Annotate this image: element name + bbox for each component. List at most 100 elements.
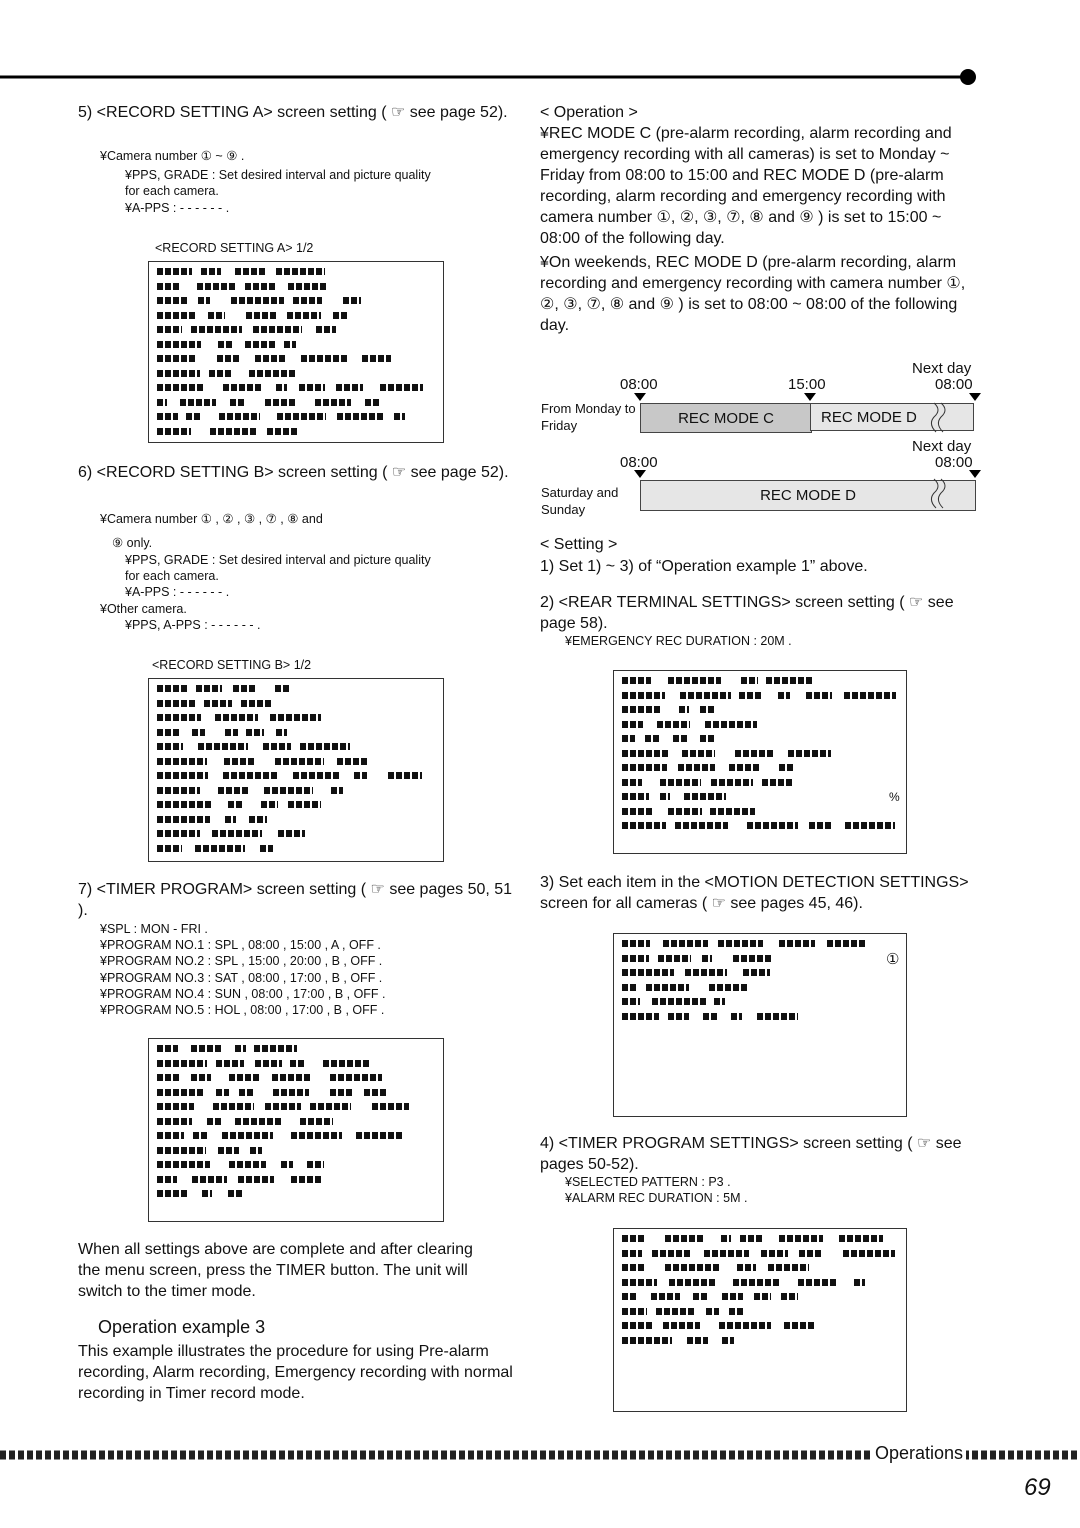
screen-glyphs — [747, 822, 798, 829]
screen-glyphs — [678, 764, 715, 771]
screen-glyphs — [622, 940, 650, 947]
screen-glyphs — [622, 706, 662, 713]
screen-glyphs — [217, 355, 241, 362]
screen-glyphs — [265, 398, 295, 406]
mode-bar: REC MODE D — [810, 403, 974, 431]
screen — [613, 1228, 907, 1412]
screen-glyphs — [301, 355, 348, 362]
time: 08:00 — [620, 376, 658, 393]
screen-glyphs — [228, 1190, 242, 1197]
section-heading: Operation example 3 — [98, 1317, 266, 1337]
screen-glyphs — [657, 720, 690, 728]
screen-glyphs — [157, 714, 201, 721]
screen — [613, 933, 907, 1117]
screen-glyphs — [157, 1146, 206, 1154]
screen-glyphs — [845, 822, 895, 829]
screen-glyphs — [157, 1161, 210, 1168]
screen-glyphs — [663, 940, 708, 947]
screen-glyphs — [781, 1293, 798, 1300]
screen-glyphs — [157, 757, 207, 765]
screen-glyphs — [157, 268, 192, 275]
screen-glyphs — [255, 1059, 282, 1067]
paragraph: ¥On weekends, REC MODE D (pre-alarm reco… — [540, 254, 966, 334]
paragraph: When all settings above are complete and… — [78, 1241, 473, 1300]
screen-glyphs — [293, 297, 322, 304]
screen-glyphs — [704, 1249, 749, 1257]
line: ¥Other camera. — [100, 602, 187, 616]
screen-glyphs — [622, 969, 674, 976]
screen-glyphs — [687, 1336, 708, 1344]
line: ⑨ only. — [112, 536, 153, 550]
screen-glyphs — [276, 268, 325, 275]
screen-glyphs — [336, 384, 363, 391]
screen-glyphs — [622, 1012, 659, 1020]
screen-glyphs — [380, 384, 423, 391]
screen-glyphs — [779, 764, 793, 771]
screen-glyphs — [186, 413, 202, 420]
screen-glyphs — [291, 1175, 323, 1183]
screen-glyphs — [761, 1249, 788, 1257]
screen-glyphs — [223, 772, 277, 779]
screen-glyphs — [844, 691, 896, 699]
screen-glyphs — [703, 1012, 717, 1020]
screen-glyphs — [656, 1307, 696, 1315]
screen-glyphs — [223, 384, 261, 391]
screen-glyphs — [157, 1088, 203, 1096]
step-title: 3) Set each item in the <MOTION DETECTIO… — [540, 874, 969, 912]
screen-glyphs — [740, 1235, 764, 1242]
paragraph: This example illustrates the procedure f… — [78, 1343, 513, 1402]
line: ¥PROGRAM NO.5 : HOL , 08:00 , 17:00 , B … — [100, 1003, 385, 1017]
screen-glyphs — [622, 1264, 646, 1271]
screen-glyphs — [680, 691, 731, 699]
screen-glyphs — [645, 735, 661, 742]
screen-glyphs — [157, 1059, 207, 1067]
screen-glyphs — [180, 398, 216, 406]
screen-glyphs — [711, 778, 753, 786]
screen-glyphs — [209, 369, 231, 377]
screen-glyphs — [157, 282, 179, 290]
screen-glyphs — [300, 1117, 333, 1125]
line: ¥EMERGENCY REC DURATION : 20M . — [565, 634, 792, 648]
screen-glyphs — [254, 1045, 297, 1052]
screen-glyphs — [245, 282, 277, 290]
screen-glyphs — [622, 1322, 654, 1329]
screen-glyphs — [241, 699, 272, 707]
screen-glyphs — [273, 1088, 309, 1096]
line: ¥PROGRAM NO.3 : SAT , 08:00 , 17:00 , B … — [100, 971, 383, 985]
screen-glyphs — [323, 1059, 371, 1067]
next-day: Next day — [912, 438, 972, 455]
screen-glyphs — [204, 699, 232, 707]
screen-glyphs — [228, 801, 244, 808]
screen-glyphs — [668, 677, 721, 684]
screen-glyphs — [362, 355, 391, 362]
screen-glyphs — [394, 413, 405, 420]
screen-glyphs — [668, 1012, 689, 1020]
screen-glyphs — [827, 940, 865, 947]
screen-glyphs — [706, 1307, 719, 1315]
screen-glyphs — [337, 413, 384, 420]
screen-glyphs — [741, 677, 758, 684]
screen-glyphs — [157, 427, 191, 435]
screen-glyphs — [157, 1074, 179, 1081]
line: ¥PROGRAM NO.2 : SPL , 15:00 , 20:00 , B … — [100, 954, 383, 968]
line: ¥PPS, GRADE : Set desired interval and p… — [125, 553, 431, 567]
screen-glyphs — [622, 677, 651, 684]
screen-glyphs — [278, 830, 305, 837]
screen-glyphs — [768, 1264, 809, 1271]
screen-glyphs — [157, 728, 179, 736]
screen-glyphs — [622, 749, 668, 757]
screen-glyphs — [757, 1012, 798, 1020]
line: ¥SPL : MON - FRI . — [100, 922, 208, 936]
screen-glyphs — [718, 940, 763, 947]
screen-glyphs — [310, 1103, 351, 1110]
screen-glyphs — [193, 1132, 209, 1139]
screen-glyphs — [212, 830, 262, 837]
screen-glyphs — [660, 793, 670, 800]
screen-glyphs — [215, 714, 258, 721]
day-label: From Monday to Friday — [541, 401, 636, 433]
screen-glyphs — [735, 749, 775, 757]
screen-glyphs — [622, 1307, 647, 1315]
screen-glyphs — [157, 413, 178, 420]
screen-glyphs — [260, 844, 273, 852]
screen-glyphs — [809, 822, 832, 829]
